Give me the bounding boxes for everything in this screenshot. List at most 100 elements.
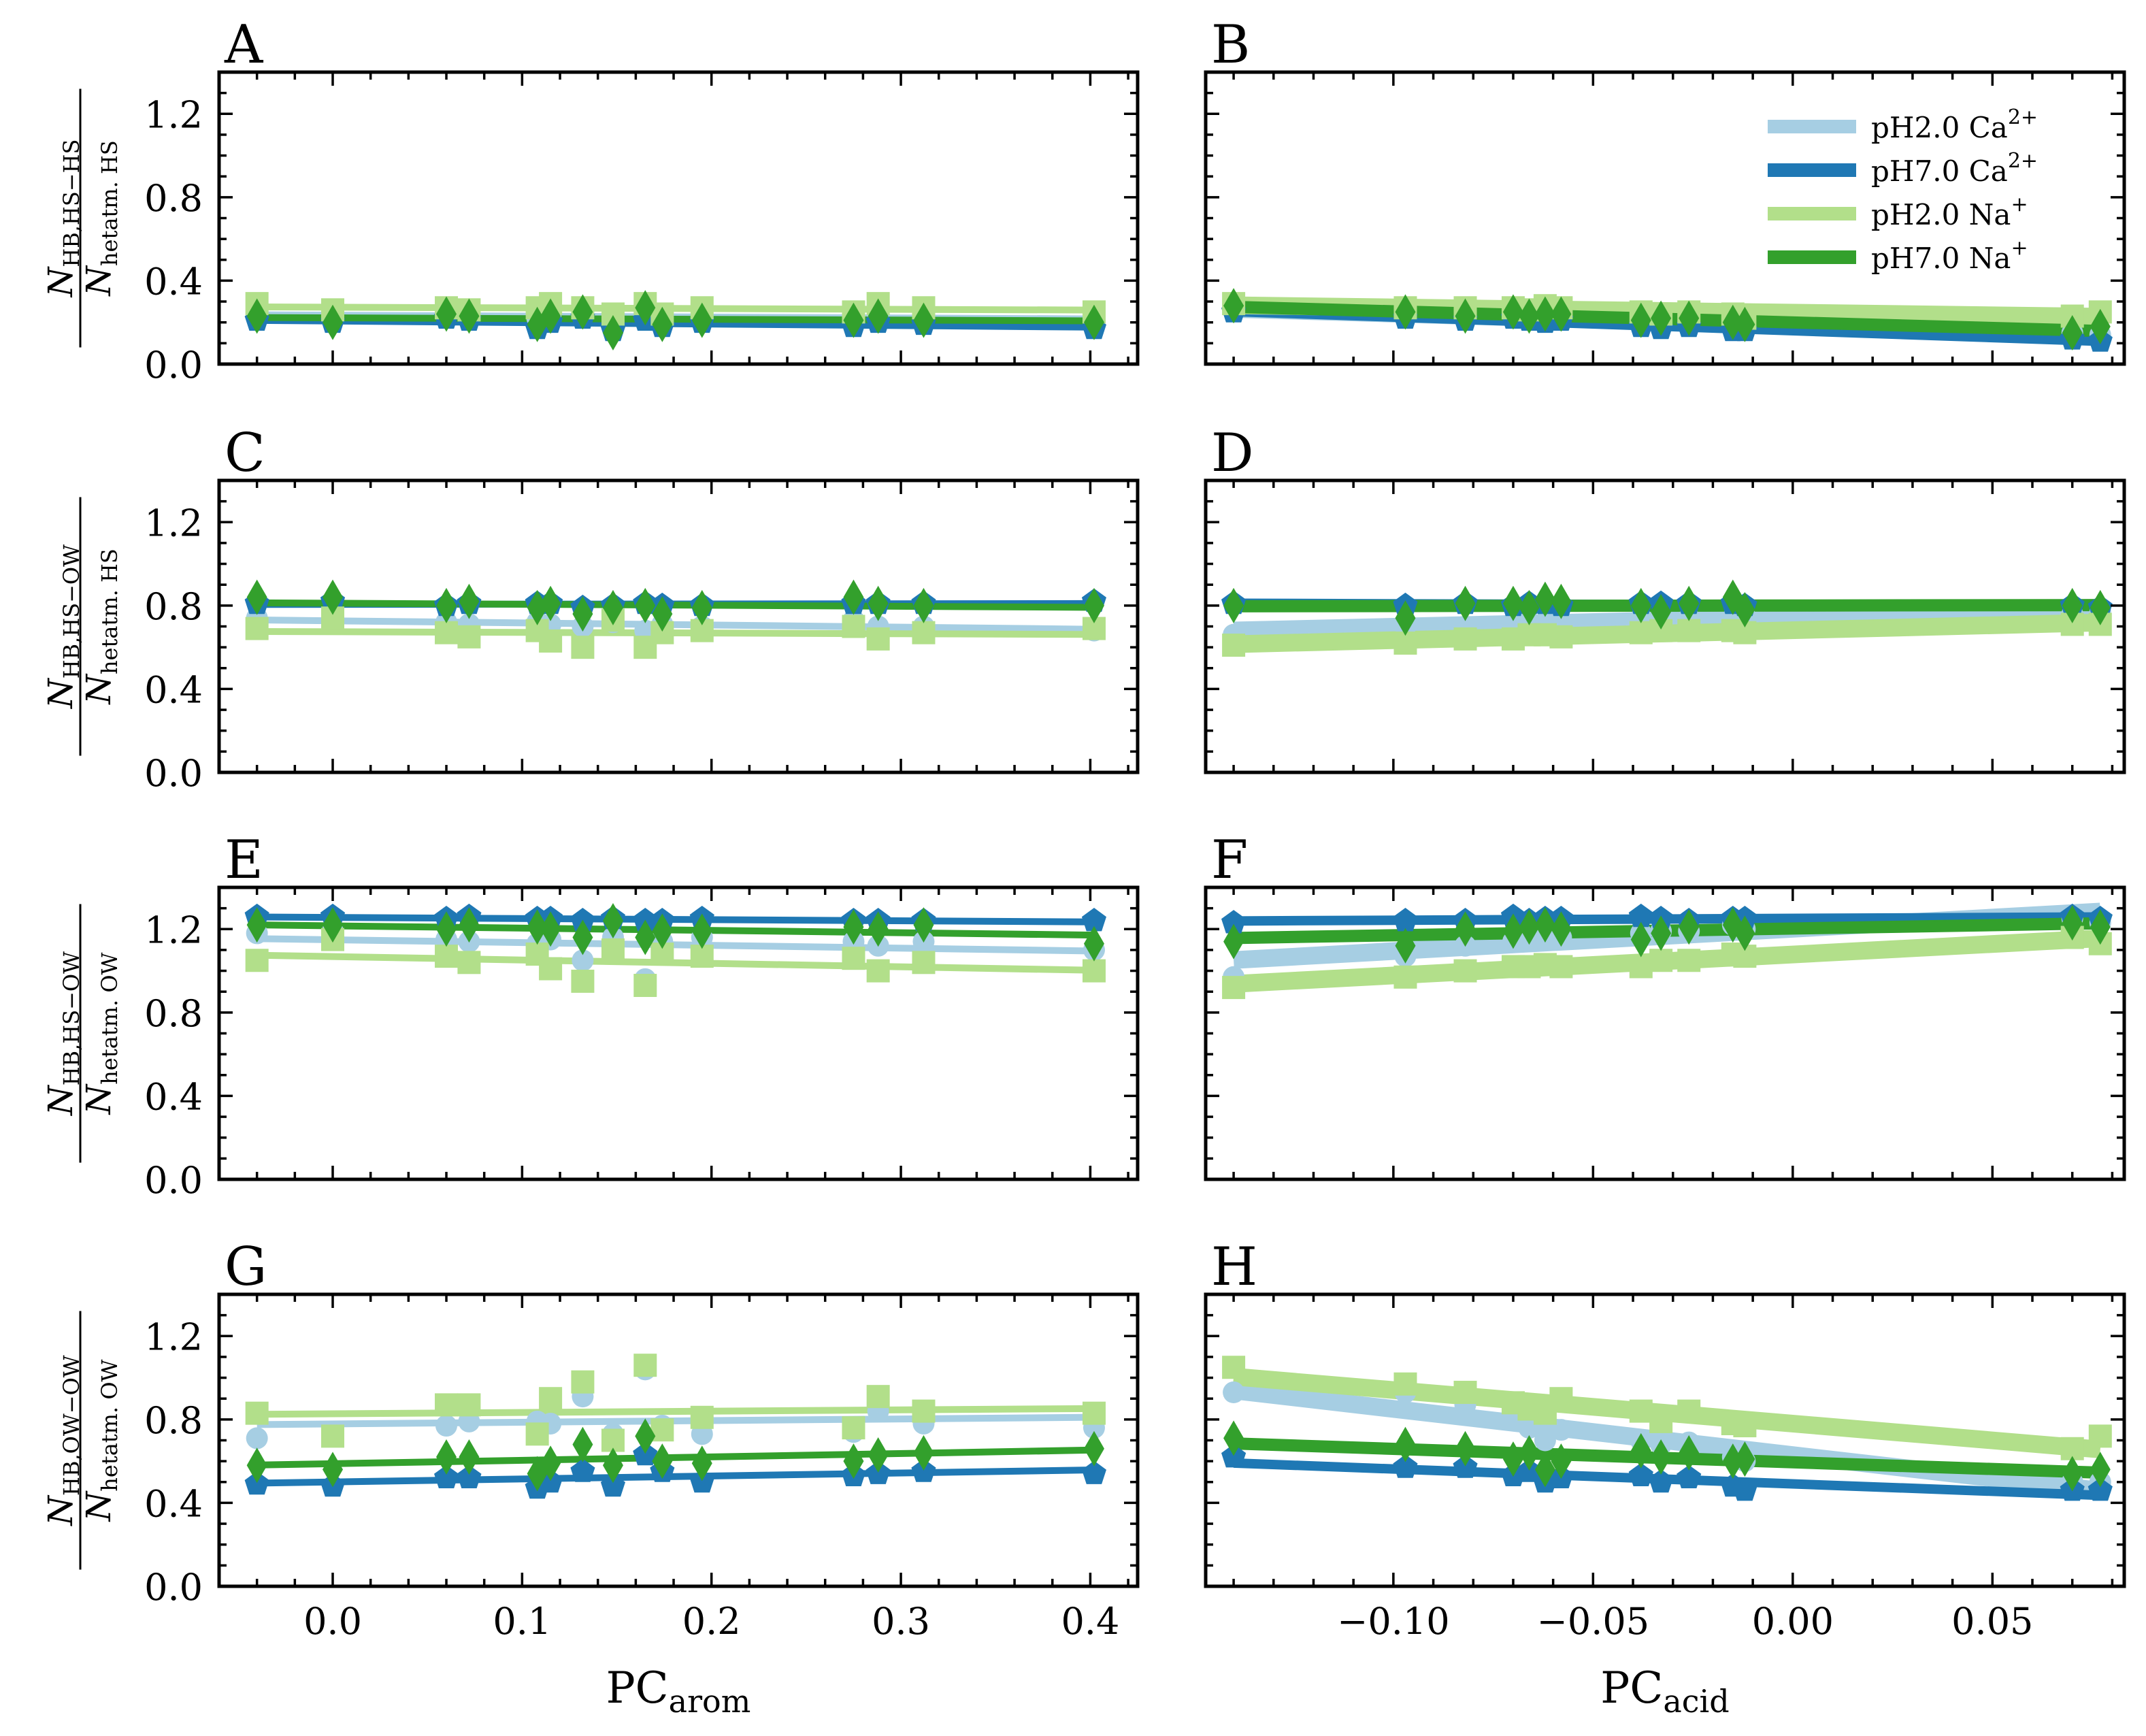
data-point: [1630, 1432, 1651, 1469]
data-point: [323, 304, 344, 340]
data-point: [843, 579, 864, 615]
plot-area: [1221, 902, 2113, 1000]
data-point: [1455, 911, 1476, 947]
data-point: [571, 636, 595, 659]
data-point: [866, 1385, 890, 1409]
data-point: [913, 587, 934, 623]
data-point: [1519, 1435, 1540, 1471]
data-point: [868, 1437, 889, 1473]
fit-line: [257, 314, 1094, 325]
x-tick-label: 0.3: [872, 1600, 930, 1643]
data-point: [1222, 976, 1246, 1000]
data-point: [913, 907, 934, 943]
data-point: [868, 911, 889, 947]
panel-g: G 0.0 0.4 0.8 1.2 0.0 0.1 0.2 0.3 0.4: [144, 1237, 1140, 1643]
data-point: [245, 1401, 269, 1425]
data-point: [572, 294, 593, 330]
data-point: [246, 907, 267, 943]
data-point: [1630, 302, 1651, 338]
y-tick-label: 0.4: [144, 1075, 203, 1118]
data-point: [1393, 965, 1417, 989]
data-point: [540, 585, 561, 621]
data-point: [1551, 911, 1572, 947]
fit-line: [257, 1413, 1095, 1428]
data-point: [539, 1387, 563, 1411]
panel-letter: F: [1211, 830, 1248, 891]
data-point: [1395, 600, 1416, 636]
data-point: [602, 1447, 623, 1484]
data-point: [540, 298, 561, 334]
data-point: [246, 579, 267, 615]
data-point: [690, 1405, 714, 1429]
data-point: [1223, 288, 1244, 324]
data-point: [1453, 1381, 1477, 1405]
data-point: [572, 949, 594, 972]
y-tick-label: 0.8: [144, 992, 203, 1035]
data-point: [2090, 589, 2111, 625]
data-point: [1453, 627, 1477, 651]
plot-area: [244, 1354, 1106, 1499]
data-point: [1734, 1441, 1755, 1477]
data-point: [866, 627, 890, 651]
data-point: [913, 302, 934, 338]
data-point: [601, 938, 625, 962]
data-point: [912, 1399, 936, 1423]
data-point: [570, 1458, 595, 1482]
data-point: [1628, 1462, 1653, 1486]
data-point: [1534, 907, 1555, 943]
data-point: [866, 959, 890, 983]
data-point: [1455, 298, 1476, 334]
data-point: [245, 949, 269, 972]
y-tick-label: 0.4: [144, 668, 203, 711]
panel-letter: A: [224, 14, 264, 76]
y-tick-label: 1.2: [144, 1315, 203, 1358]
data-point: [457, 625, 481, 649]
legend-item: pH7.0 Na+: [1768, 236, 2028, 275]
legend-item: pH7.0 Ca2+: [1768, 149, 2038, 188]
data-point: [2062, 587, 2083, 623]
x-tick-label: 0.05: [1951, 1600, 2033, 1643]
data-point: [1629, 1399, 1653, 1423]
data-point: [1549, 625, 1573, 649]
data-point: [1629, 955, 1653, 979]
data-point: [1549, 955, 1573, 979]
panel-letter: H: [1211, 1237, 1257, 1298]
y-label-denominator: Nhetatm. OW: [79, 952, 122, 1115]
data-point: [652, 913, 673, 949]
data-point: [652, 596, 673, 632]
data-point: [600, 1473, 625, 1497]
data-point: [435, 621, 459, 644]
data-point: [1393, 908, 1418, 932]
data-point: [1395, 294, 1416, 330]
data-point: [572, 1426, 593, 1462]
y-label-denominator: Nhetatm. HS: [79, 548, 122, 705]
data-point: [1455, 585, 1476, 621]
data-point: [1083, 1430, 1104, 1467]
data-point: [459, 1439, 480, 1475]
data-point: [1734, 915, 1755, 951]
data-point: [868, 585, 889, 621]
panel-h: H −0.10 −0.05 0.00 0.05: [1204, 1237, 2126, 1643]
data-point: [2062, 1456, 2083, 1492]
fit-line: [257, 1467, 1095, 1487]
panel-letter: G: [225, 1237, 267, 1298]
panel-f: F: [1204, 830, 2126, 1181]
data-point: [1519, 909, 1540, 945]
data-point: [633, 908, 658, 932]
data-point: [1222, 634, 1246, 657]
fit-line: [257, 599, 1095, 611]
data-point: [459, 583, 480, 619]
data-point: [1223, 923, 1244, 960]
data-point: [1223, 1420, 1244, 1456]
data-point: [842, 615, 865, 638]
data-point: [539, 629, 563, 653]
data-point: [2090, 1452, 2111, 1488]
data-point: [457, 951, 481, 975]
data-point: [1630, 921, 1651, 957]
y-tick-label: 0.0: [144, 1159, 203, 1202]
data-point: [843, 909, 864, 945]
data-point: [868, 298, 889, 334]
x-axis-label-left: PCarom: [606, 1663, 751, 1720]
